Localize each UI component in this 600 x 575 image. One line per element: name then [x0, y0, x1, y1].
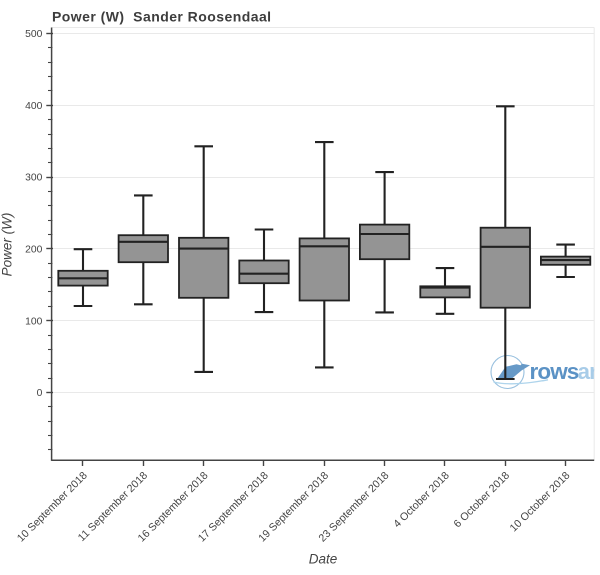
- svg-text:100: 100: [25, 316, 42, 327]
- svg-text:rows: rows: [530, 359, 579, 384]
- svg-text:200: 200: [25, 245, 42, 256]
- svg-text:300: 300: [25, 173, 42, 184]
- svg-text:500: 500: [25, 29, 42, 40]
- svg-text:Power (W): Power (W): [0, 213, 15, 277]
- svg-text:Date: Date: [309, 552, 338, 567]
- svg-text:0: 0: [37, 388, 43, 399]
- svg-text:Power (W) Sander Roosendaal: Power (W) Sander Roosendaal: [52, 8, 272, 24]
- svg-text:400: 400: [25, 101, 42, 112]
